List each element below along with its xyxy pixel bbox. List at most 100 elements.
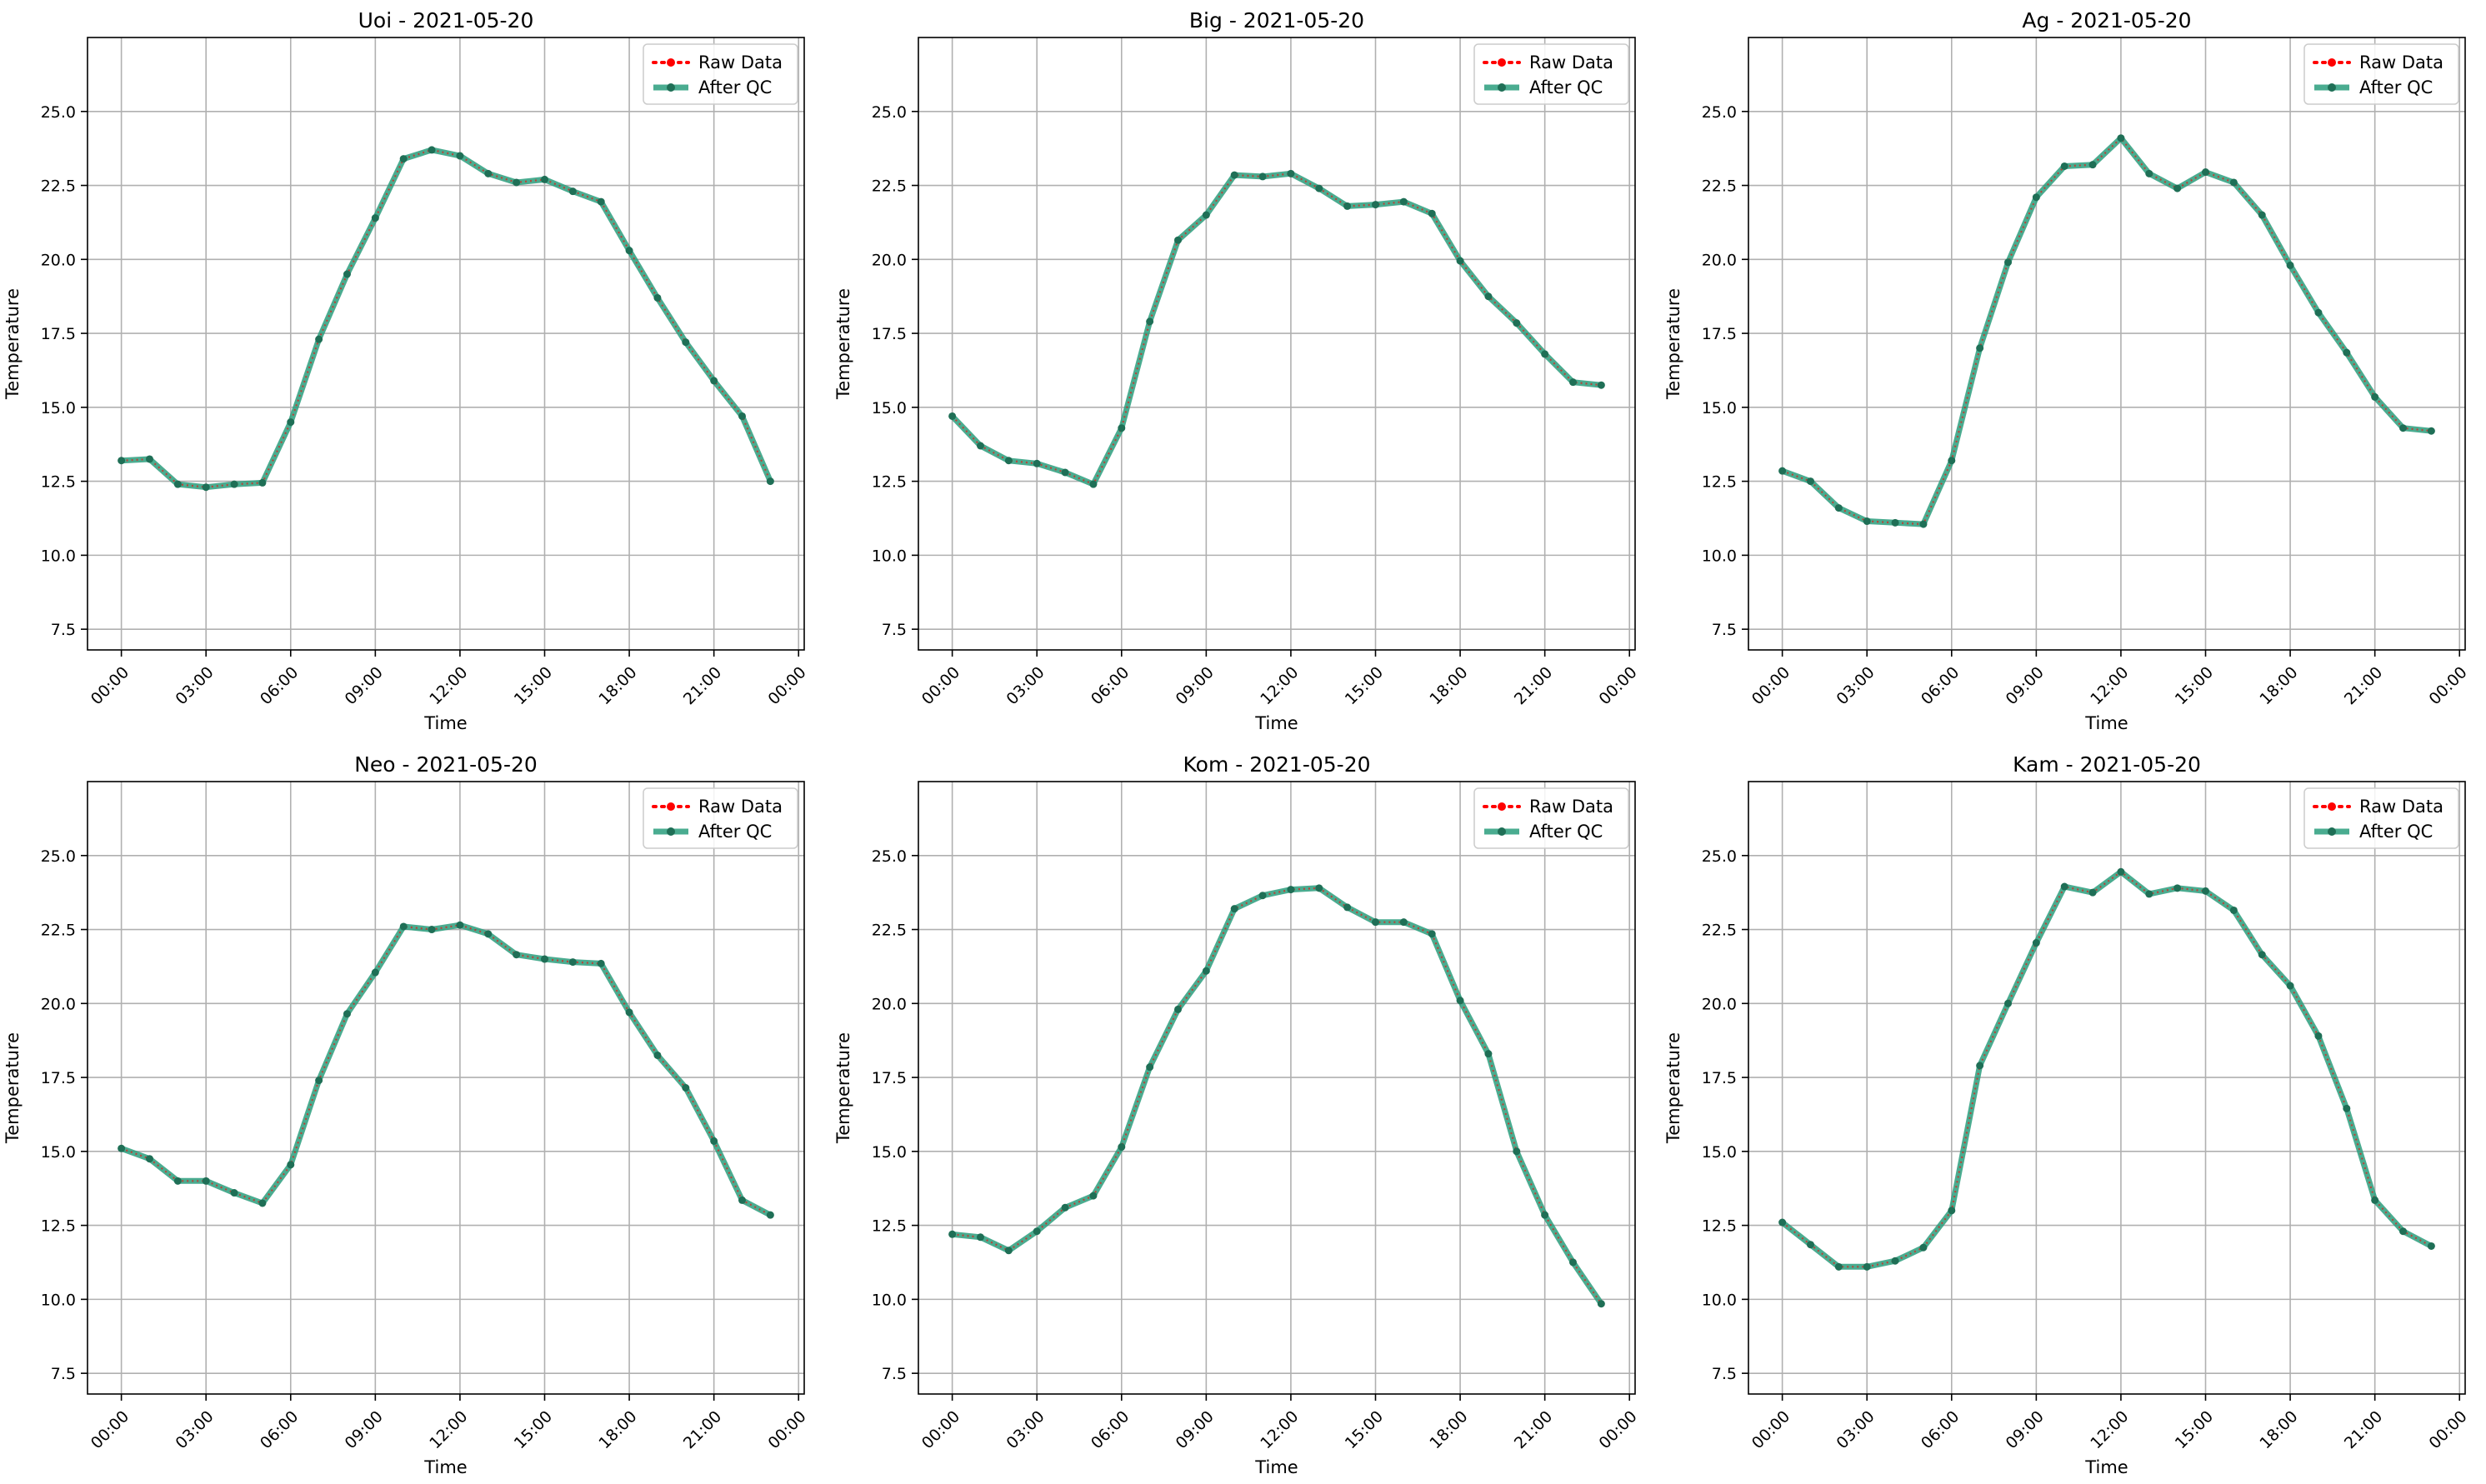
data-point bbox=[2314, 1032, 2323, 1040]
series-raw-data-line bbox=[951, 172, 1602, 486]
y-tick-label: 15.0 bbox=[41, 399, 76, 417]
y-tick-label: 12.5 bbox=[41, 473, 76, 492]
data-point bbox=[1004, 457, 1013, 465]
data-point bbox=[1258, 892, 1267, 900]
data-point bbox=[738, 1196, 747, 1204]
data-point bbox=[258, 1199, 267, 1207]
axes-frame bbox=[1748, 37, 2466, 651]
x-axis-label: Time bbox=[423, 1457, 467, 1477]
data-point bbox=[541, 175, 549, 183]
data-point bbox=[2371, 392, 2379, 401]
data-point bbox=[1146, 1063, 1154, 1072]
y-tick-label: 7.5 bbox=[1712, 1365, 1737, 1383]
data-point bbox=[371, 968, 379, 977]
legend-label-qc: After QC bbox=[1529, 77, 1603, 97]
y-tick-label: 22.5 bbox=[872, 922, 907, 940]
legend-raw-marker-icon bbox=[667, 802, 675, 811]
x-tick-label: 09:00 bbox=[342, 663, 387, 708]
legend: Raw Data After QC bbox=[643, 787, 798, 849]
data-point bbox=[2145, 169, 2153, 177]
legend-label-qc: After QC bbox=[2359, 77, 2433, 97]
data-point bbox=[1287, 886, 1295, 894]
data-point bbox=[1343, 903, 1352, 912]
data-point bbox=[1863, 1262, 1871, 1271]
data-point bbox=[258, 478, 267, 487]
y-tick-label: 7.5 bbox=[51, 1365, 76, 1383]
data-point bbox=[2032, 193, 2040, 202]
x-tick-label: 00:00 bbox=[918, 1407, 963, 1452]
y-tick-label: 17.5 bbox=[41, 1069, 76, 1087]
x-tick-label: 00:00 bbox=[2425, 1407, 2470, 1452]
subplot-6: 7.5 10.0 12.5 15.0 17.5 20.0 22.5 25.0 00:00 03:0… bbox=[1663, 752, 2471, 1477]
data-point bbox=[428, 926, 436, 934]
legend-label-raw: Raw Data bbox=[2359, 797, 2443, 817]
data-point bbox=[2258, 951, 2266, 959]
y-tick-label: 22.5 bbox=[872, 177, 907, 196]
data-point bbox=[1891, 1257, 1899, 1265]
y-tick-label: 25.0 bbox=[1702, 847, 1737, 866]
legend-label-raw: Raw Data bbox=[2359, 52, 2443, 72]
x-tick-label: 09:00 bbox=[342, 1407, 387, 1452]
data-point bbox=[428, 146, 436, 154]
data-point bbox=[1061, 1203, 1069, 1212]
y-axis-label: Temperature bbox=[833, 288, 853, 400]
data-point bbox=[484, 930, 493, 938]
data-point bbox=[1428, 930, 1436, 938]
data-point bbox=[2173, 884, 2182, 892]
data-point bbox=[1976, 344, 1984, 352]
data-point bbox=[1834, 504, 1843, 512]
y-tick-label: 7.5 bbox=[882, 1365, 907, 1383]
data-point bbox=[2343, 348, 2351, 357]
data-point bbox=[287, 1161, 295, 1169]
data-point bbox=[1484, 292, 1493, 301]
data-point bbox=[1569, 378, 1578, 387]
y-tick-label: 17.5 bbox=[872, 325, 907, 343]
legend-raw-marker-icon bbox=[667, 58, 675, 67]
legend-label-raw: Raw Data bbox=[1529, 797, 1613, 817]
data-point bbox=[1513, 319, 1521, 327]
x-tick-label: 00:00 bbox=[1748, 663, 1793, 708]
data-point bbox=[343, 270, 351, 278]
data-point bbox=[1891, 518, 1899, 527]
data-point bbox=[2399, 1227, 2408, 1236]
data-point bbox=[1202, 967, 1210, 975]
legend-label-raw: Raw Data bbox=[698, 52, 783, 72]
y-axis-label: Temperature bbox=[833, 1032, 853, 1144]
x-tick-label: 21:00 bbox=[2341, 1407, 2386, 1452]
legend-raw-marker-icon bbox=[1498, 802, 1506, 811]
data-point bbox=[2088, 161, 2097, 169]
series-raw-data-line bbox=[1782, 137, 2432, 526]
data-point bbox=[2258, 211, 2266, 219]
data-point bbox=[625, 1008, 633, 1017]
x-tick-label: 18:00 bbox=[2256, 1407, 2301, 1452]
x-tick-label: 15:00 bbox=[1342, 663, 1387, 708]
data-point bbox=[1778, 1218, 1787, 1227]
data-point bbox=[230, 1189, 238, 1197]
legend-label-qc: After QC bbox=[1529, 822, 1603, 842]
x-tick-label: 03:00 bbox=[1003, 1407, 1048, 1452]
data-point bbox=[2060, 162, 2068, 170]
legend-raw-marker-icon bbox=[2328, 58, 2336, 67]
x-tick-label: 15:00 bbox=[511, 1407, 556, 1452]
data-point bbox=[1806, 1241, 1814, 1249]
x-tick-label: 09:00 bbox=[2003, 1407, 2048, 1452]
series-after-qc-line bbox=[118, 922, 773, 1218]
y-axis-label: Temperature bbox=[1663, 288, 1683, 400]
data-point bbox=[118, 1144, 126, 1152]
grid bbox=[918, 37, 1635, 650]
x-tick-label: 06:00 bbox=[1088, 663, 1133, 708]
data-point bbox=[2117, 867, 2125, 876]
x-tick-label: 00:00 bbox=[1595, 663, 1640, 708]
x-tick-label: 12:00 bbox=[2087, 663, 2132, 708]
data-point bbox=[2088, 888, 2097, 897]
series-raw-data-line bbox=[121, 924, 771, 1217]
data-point bbox=[738, 412, 747, 420]
legend-raw-marker-icon bbox=[1498, 58, 1506, 67]
data-point bbox=[568, 958, 577, 967]
data-point bbox=[682, 1084, 690, 1092]
x-tick-label: 09:00 bbox=[1173, 663, 1218, 708]
x-axis-label: Time bbox=[1254, 1457, 1298, 1477]
x-tick-label: 00:00 bbox=[1748, 1407, 1793, 1452]
data-point bbox=[145, 455, 153, 463]
x-tick-label: 06:00 bbox=[1088, 1407, 1133, 1452]
